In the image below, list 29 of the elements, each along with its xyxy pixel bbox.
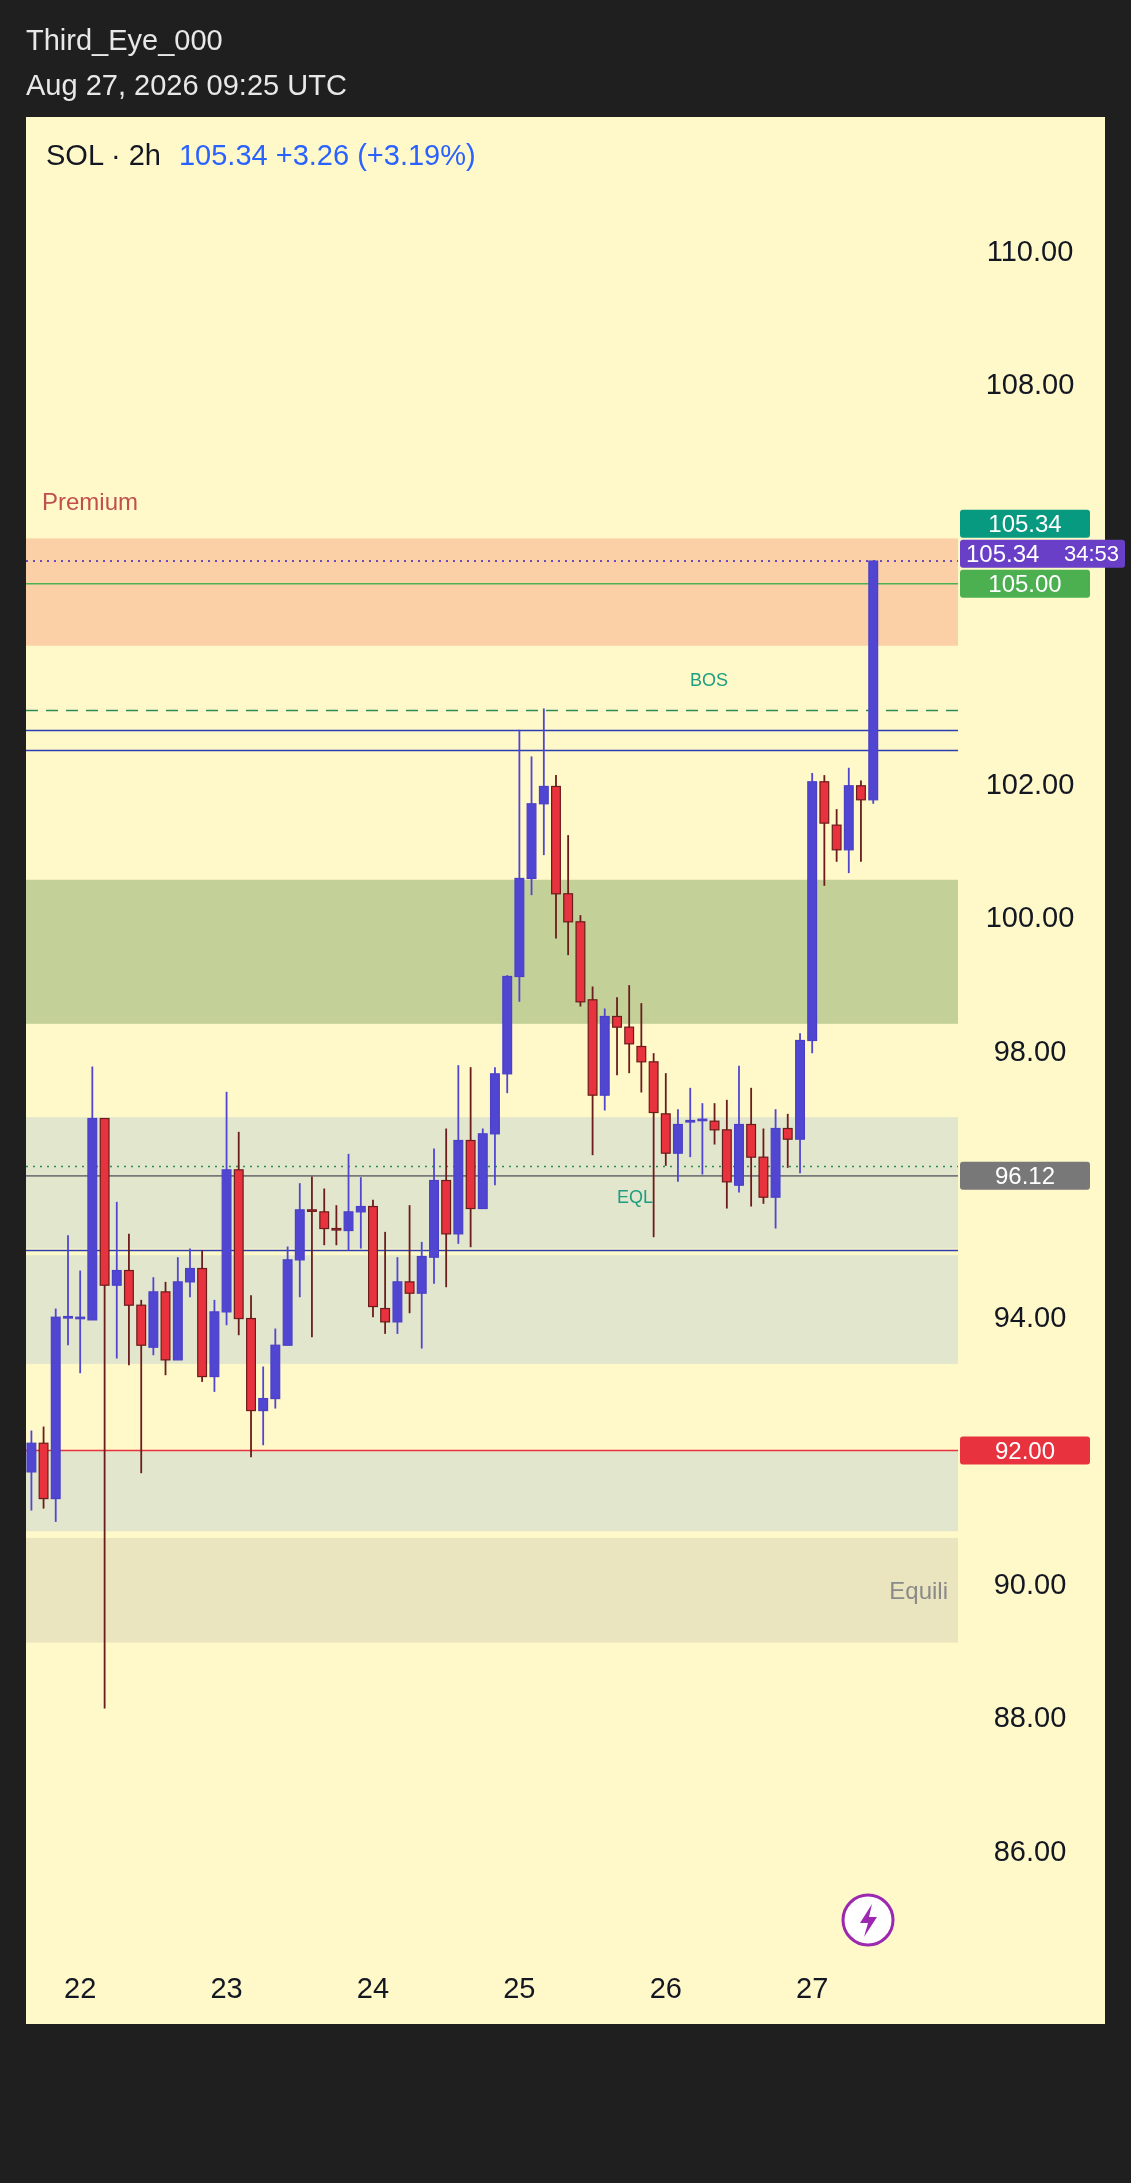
x-tick-label: 22 bbox=[64, 1972, 97, 2004]
annotation: 34:53 bbox=[1063, 541, 1119, 567]
y-tick-label: 98.00 bbox=[993, 1034, 1067, 1067]
annotation: BOS bbox=[689, 670, 729, 691]
x-tick-label: 23 bbox=[210, 1972, 243, 2004]
y-tick-label: 94.00 bbox=[993, 1301, 1067, 1334]
x-tick-label: 24 bbox=[356, 1972, 390, 2004]
text: Aug 27, 2026 09:25 UTC bbox=[26, 69, 347, 101]
ref-line-label: 105.34 bbox=[988, 510, 1062, 538]
band-label: Equili bbox=[889, 1576, 948, 1604]
x-tick-label: 25 bbox=[503, 1972, 536, 2004]
band-label: Premium bbox=[42, 488, 139, 516]
text: Third_Eye_000 bbox=[26, 24, 223, 56]
ref-line-label: 92.00 bbox=[994, 1436, 1056, 1464]
ref-line-label: 96.12 bbox=[994, 1162, 1056, 1190]
annotation: EQL bbox=[616, 1186, 654, 1207]
y-tick-label: 108.00 bbox=[985, 367, 1075, 400]
y-tick-label: 86.00 bbox=[993, 1834, 1067, 1867]
y-tick-label: 88.00 bbox=[993, 1701, 1067, 1734]
ref-line-label: 105.34 bbox=[966, 540, 1040, 568]
y-tick-label: 100.00 bbox=[985, 901, 1075, 934]
ref-line-label: 105.00 bbox=[988, 570, 1062, 598]
y-tick-label: 102.00 bbox=[985, 767, 1075, 800]
annotation: 105.34 +3.26 (+3.19%) bbox=[178, 139, 476, 171]
x-tick-label: 27 bbox=[796, 1972, 829, 2004]
y-tick-label: 90.00 bbox=[993, 1568, 1067, 1601]
text: SOL · 2h bbox=[46, 139, 161, 171]
y-tick-label: 110.00 bbox=[986, 234, 1074, 267]
x-tick-label: 26 bbox=[649, 1972, 682, 2004]
